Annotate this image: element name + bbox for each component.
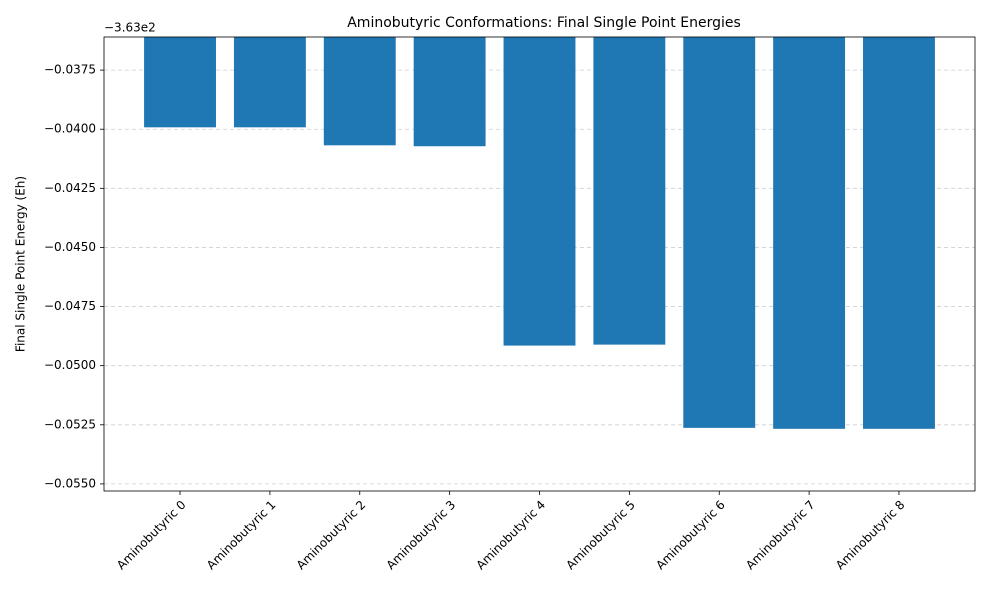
- axis-offset: −3.63e2: [104, 21, 156, 35]
- x-tick-label: Aminobutyric 5: [563, 498, 638, 573]
- chart-title: Aminobutyric Conformations: Final Single…: [347, 15, 741, 31]
- x-tick-label: Aminobutyric 1: [204, 498, 279, 573]
- bar: [773, 37, 846, 429]
- y-tick-label: −0.0500: [44, 358, 96, 372]
- y-tick-label: −0.0525: [44, 417, 96, 431]
- y-tick-label: −0.0425: [44, 181, 96, 195]
- x-tick-label: Aminobutyric 2: [294, 498, 369, 573]
- y-tick-label: −0.0400: [44, 122, 96, 136]
- x-tick-label: Aminobutyric 8: [833, 498, 908, 573]
- y-tick-label: −0.0375: [44, 63, 96, 77]
- bar: [593, 37, 666, 345]
- x-tick-label: Aminobutyric 7: [743, 498, 818, 573]
- y-tick-label: −0.0475: [44, 299, 96, 313]
- bar: [413, 37, 486, 147]
- x-tick-label: Aminobutyric 0: [114, 498, 189, 573]
- bar: [323, 37, 396, 146]
- y-tick-label: −0.0450: [44, 240, 96, 254]
- bar: [503, 37, 576, 346]
- y-tick-label: −0.0550: [44, 476, 96, 490]
- x-tick-label: Aminobutyric 3: [384, 498, 459, 573]
- plot-frame: [103, 36, 976, 492]
- x-tick-label: Aminobutyric 4: [473, 498, 548, 573]
- bar: [863, 37, 935, 429]
- bar: [233, 37, 306, 128]
- y-axis-label: Final Single Point Energy (Eh): [14, 176, 28, 352]
- x-tick-label: Aminobutyric 6: [653, 498, 728, 573]
- bar: [683, 37, 756, 428]
- bar: [144, 37, 216, 128]
